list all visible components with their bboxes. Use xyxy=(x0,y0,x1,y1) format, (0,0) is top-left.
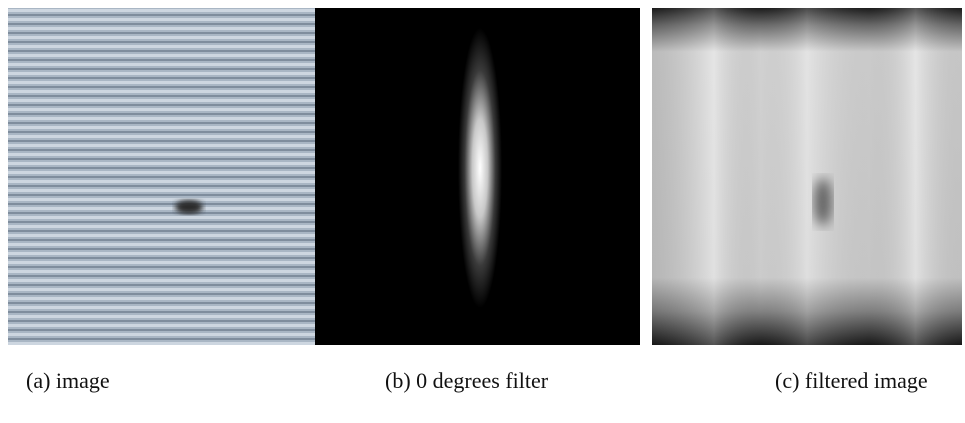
caption: (b) 0 degrees filter xyxy=(385,368,549,393)
panel-filtered xyxy=(652,8,962,345)
caption: (a) image xyxy=(26,368,110,393)
caption: (c) filtered image xyxy=(775,368,928,393)
panel-image xyxy=(8,8,315,345)
panel-filter xyxy=(315,8,640,345)
